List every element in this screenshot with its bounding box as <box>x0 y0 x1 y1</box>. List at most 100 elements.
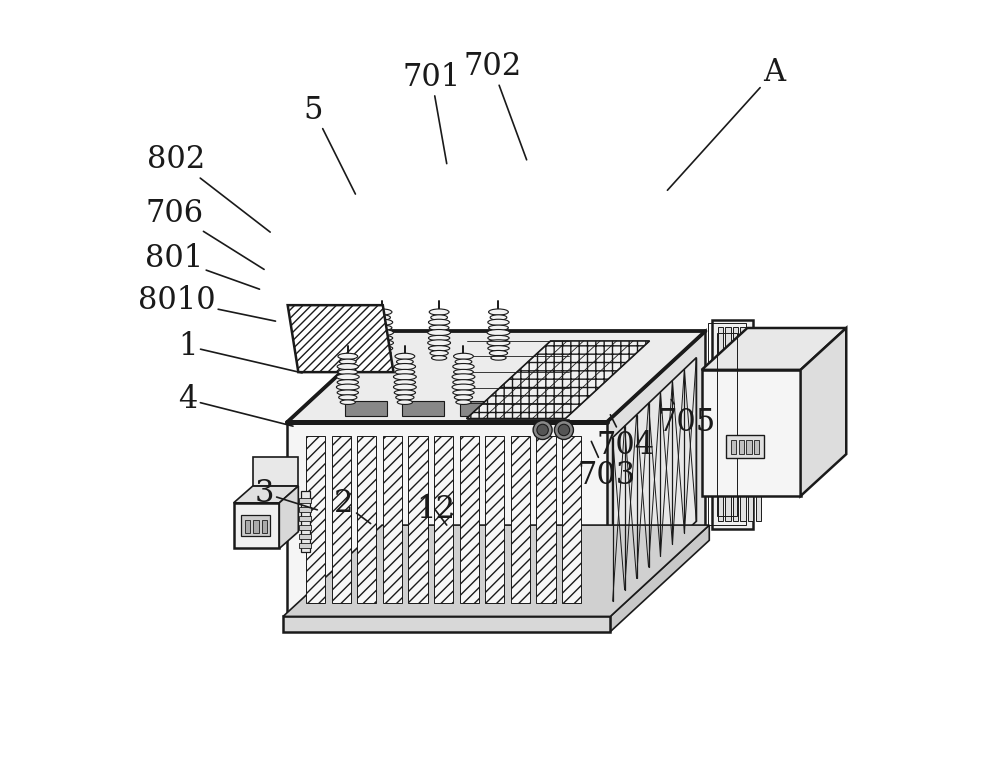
Text: 3: 3 <box>254 478 317 510</box>
Bar <box>731 440 736 454</box>
Bar <box>306 436 325 603</box>
Bar <box>708 323 746 525</box>
Polygon shape <box>287 422 607 616</box>
Ellipse shape <box>533 420 552 439</box>
Bar <box>460 401 502 416</box>
Bar <box>357 436 376 603</box>
Polygon shape <box>253 457 298 486</box>
Ellipse shape <box>396 395 414 400</box>
Text: 706: 706 <box>145 198 264 269</box>
Polygon shape <box>607 331 705 616</box>
Bar <box>748 327 753 521</box>
Ellipse shape <box>394 364 416 370</box>
Text: 802: 802 <box>147 145 270 232</box>
Ellipse shape <box>428 339 451 345</box>
Bar <box>718 327 723 521</box>
Bar <box>299 543 311 549</box>
Text: 2: 2 <box>334 489 371 524</box>
Polygon shape <box>283 525 709 616</box>
Bar <box>301 492 310 552</box>
Ellipse shape <box>489 325 508 330</box>
Text: 8010: 8010 <box>138 285 276 321</box>
Bar <box>511 436 530 603</box>
Bar <box>262 520 267 533</box>
Ellipse shape <box>394 390 416 395</box>
Ellipse shape <box>339 395 357 400</box>
Ellipse shape <box>558 425 570 435</box>
Ellipse shape <box>428 336 450 341</box>
Bar <box>383 436 402 603</box>
Ellipse shape <box>489 350 508 355</box>
Ellipse shape <box>372 309 392 315</box>
Bar <box>245 520 250 533</box>
Ellipse shape <box>455 359 472 365</box>
Ellipse shape <box>487 339 510 345</box>
Ellipse shape <box>452 384 475 390</box>
Bar <box>241 515 270 537</box>
Ellipse shape <box>336 374 359 380</box>
Ellipse shape <box>429 325 449 330</box>
Bar <box>299 507 311 512</box>
Bar <box>283 616 610 632</box>
Text: A: A <box>667 57 785 190</box>
Bar <box>725 327 731 521</box>
Polygon shape <box>467 341 650 419</box>
Polygon shape <box>610 525 709 632</box>
Ellipse shape <box>453 380 474 385</box>
Bar <box>702 370 801 496</box>
Bar <box>460 436 479 603</box>
Polygon shape <box>613 358 696 601</box>
Ellipse shape <box>340 400 355 404</box>
Polygon shape <box>801 328 846 496</box>
Polygon shape <box>279 486 298 549</box>
Ellipse shape <box>393 384 416 390</box>
Ellipse shape <box>338 369 358 374</box>
Ellipse shape <box>337 380 358 385</box>
Text: 704: 704 <box>597 415 655 460</box>
Ellipse shape <box>372 325 392 330</box>
Ellipse shape <box>454 395 473 400</box>
Polygon shape <box>234 486 298 503</box>
Ellipse shape <box>371 330 393 336</box>
Ellipse shape <box>488 345 509 351</box>
Bar <box>739 440 744 454</box>
Ellipse shape <box>488 320 509 326</box>
Ellipse shape <box>429 309 449 315</box>
Ellipse shape <box>428 345 450 351</box>
Ellipse shape <box>431 315 447 320</box>
Bar <box>408 436 428 603</box>
Ellipse shape <box>337 390 358 395</box>
Ellipse shape <box>432 355 447 360</box>
Ellipse shape <box>373 350 391 355</box>
Ellipse shape <box>454 353 473 359</box>
Bar <box>756 327 761 521</box>
Ellipse shape <box>488 336 509 341</box>
Text: 701: 701 <box>402 62 461 164</box>
Ellipse shape <box>337 364 358 370</box>
Text: 702: 702 <box>463 52 527 160</box>
Text: 4: 4 <box>178 384 293 426</box>
Polygon shape <box>288 305 393 372</box>
Ellipse shape <box>453 390 474 395</box>
Ellipse shape <box>394 380 416 385</box>
Ellipse shape <box>428 320 450 326</box>
Ellipse shape <box>371 339 393 345</box>
Text: 5: 5 <box>304 95 355 194</box>
Bar <box>746 440 752 454</box>
Bar <box>740 327 746 521</box>
Bar <box>726 435 764 458</box>
Ellipse shape <box>397 359 413 365</box>
Ellipse shape <box>338 353 358 359</box>
Ellipse shape <box>453 364 474 370</box>
Bar <box>332 436 351 603</box>
Bar <box>253 520 259 533</box>
Ellipse shape <box>339 359 356 365</box>
Bar <box>485 436 504 603</box>
Ellipse shape <box>428 330 451 336</box>
Bar <box>434 436 453 603</box>
Bar <box>299 525 311 530</box>
Ellipse shape <box>430 350 448 355</box>
Ellipse shape <box>371 336 393 341</box>
Bar <box>717 333 737 516</box>
Bar <box>402 401 444 416</box>
